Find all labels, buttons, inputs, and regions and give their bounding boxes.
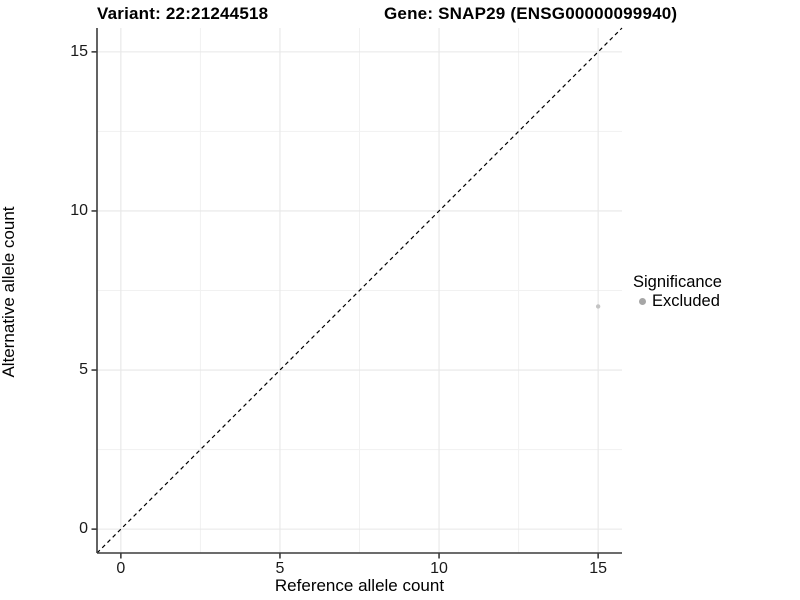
legend-item-label: Excluded	[652, 292, 720, 310]
legend: Significance Excluded	[633, 273, 722, 310]
x-tick-label: 5	[275, 560, 285, 577]
y-tick-label: 15	[70, 42, 88, 60]
y-tick-label: 10	[70, 201, 88, 219]
x-tick-label: 10	[430, 560, 448, 577]
y-axis-title: Alternative allele count	[0, 206, 18, 378]
legend-title: Significance	[633, 273, 722, 291]
x-tick-label: 15	[589, 560, 608, 577]
identity-dashed-line	[96, 27, 623, 554]
legend-item-excluded: Excluded	[633, 292, 722, 310]
gene-title: Gene: SNAP29 (ENSG00000099940)	[384, 4, 678, 23]
data-point	[595, 304, 601, 309]
y-tick-label: 5	[79, 361, 88, 379]
variant-title: Variant: 22:21244518	[97, 4, 269, 23]
x-tick-label: 0	[116, 560, 126, 577]
excluded-point-icon	[639, 297, 646, 305]
y-tick-label: 0	[79, 520, 88, 538]
x-axis-title: Reference allele count	[274, 576, 445, 595]
